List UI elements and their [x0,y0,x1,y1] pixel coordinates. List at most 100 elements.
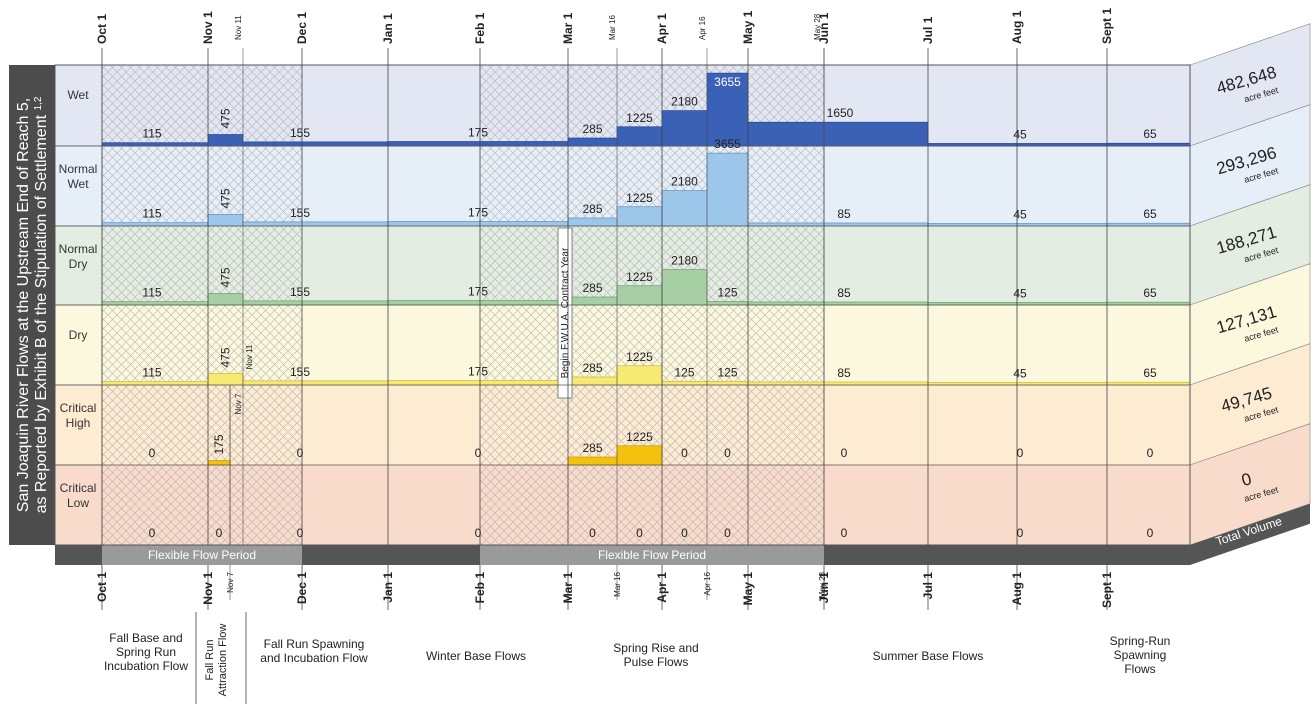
flow-bar [101,381,209,386]
flow-bar [661,381,708,386]
flow-period-label: Fall RunAttraction Flow [204,624,229,697]
flow-bar [747,121,929,147]
flow-bar [567,137,618,147]
bar-value-label: 175 [212,434,226,454]
bar-value-label: 155 [290,285,310,299]
minor-date-label-bottom: May 28 [818,571,827,598]
flow-bar [706,301,749,306]
bar-value-label: 175 [468,206,488,220]
bar-value-label: 115 [142,286,161,300]
month-label-bottom: Nov 1 [201,572,215,605]
flow-bar [1106,301,1191,306]
bar-value-label: 3655 [714,137,741,151]
flow-bar [661,269,708,306]
bar-value-label: 285 [582,441,602,455]
bar-value-label: 0 [841,446,848,460]
contract-year-label: Begin F.W.U.A. Contract Year [560,247,571,378]
flow-bar [747,301,929,306]
bar-value-label: 155 [290,126,310,140]
month-label-top: Jul 1 [921,16,935,44]
bar-value-label: 285 [582,361,602,375]
flow-bar [567,296,618,306]
flow-bar [242,141,389,147]
flow-bar [387,380,569,386]
flow-bar [242,380,389,386]
bar-value-label: 0 [216,526,223,540]
flow-bar [387,300,569,306]
bar-value-label: 115 [142,127,161,141]
flexible-flow-bar [102,545,302,565]
flow-bar [616,365,663,386]
row-label-cell [54,64,103,147]
month-label-bottom: Sept 1 [1100,572,1114,608]
bar-value-label: 65 [1143,127,1157,141]
bar-value-label: 1225 [626,270,653,284]
bar-value-label: 1225 [626,430,653,444]
flexible-flow-label: Flexible Flow Period [598,548,706,562]
month-label-top: May 1 [741,10,755,44]
flow-bar [207,214,244,227]
bar-value-label: 155 [290,365,310,379]
flow-bar [747,222,929,227]
bar-value-label: 45 [1013,127,1027,141]
flexible-flow-bar [480,545,824,565]
bar-value-label: 0 [681,526,688,540]
month-label-top: Jan 1 [381,13,395,44]
year-type-label: Normal Wet [59,162,98,191]
month-label-top: Apr 1 [655,13,669,44]
month-label-bottom: Oct 1 [95,572,109,602]
minor-date-label-top: Mar 16 [608,15,617,40]
bar-value-label: 0 [589,526,596,540]
bar-value-label: 125 [717,366,737,380]
flow-period-label: Spring-Run Spawning Flows [1110,634,1171,676]
total-volume-header-band [1190,503,1310,565]
month-label-top: Feb 1 [473,12,487,44]
flow-bar [616,445,663,466]
bar-value-label: 0 [724,526,731,540]
flow-bar [706,152,749,227]
flow-period-label: Winter Base Flows [426,649,526,663]
bar-value-label: 475 [219,108,233,128]
bar-value-label: 0 [475,526,482,540]
bar-value-label: 65 [1143,366,1157,380]
nov11-annotation: Nov 11 [245,344,254,369]
bar-value-label: 65 [1143,207,1157,221]
bar-value-label: 45 [1013,207,1027,221]
month-label-top: Aug 1 [1010,10,1024,44]
bar-value-label: 0 [636,526,643,540]
bar-value-label: 175 [468,285,488,299]
bar-value-label: 0 [1147,526,1154,540]
flow-bar [101,142,209,147]
month-label-bottom: Feb 1 [473,572,487,604]
flow-bar [207,293,244,306]
flow-bar [661,110,708,147]
y-axis-title-panel [9,65,55,545]
flow-period-label: Fall Base and Spring Run Incubation Flow [104,631,188,673]
bar-value-label: 285 [582,202,602,216]
year-type-label: Critical Low [60,481,97,510]
bar-value-label: 1225 [626,191,653,205]
month-label-bottom: Aug 1 [1010,572,1024,606]
bar-value-label: 0 [297,446,304,460]
year-type-label: Wet [67,88,89,102]
flow-bar [207,373,244,386]
bar-value-label: 45 [1013,286,1027,300]
flow-bar [387,221,569,227]
flow-bar [616,285,663,306]
bar-value-label: 0 [1017,526,1024,540]
flow-bar [706,72,749,147]
bar-value-label: 2180 [671,254,698,268]
minor-date-label-bottom: Nov 7 [226,571,235,592]
flexible-flow-label: Flexible Flow Period [148,548,256,562]
month-label-bottom: Mar 1 [561,572,575,604]
month-label-top: Oct 1 [95,14,109,44]
flow-bar [242,300,389,306]
year-type-label: Critical High [60,401,97,430]
flow-bar [567,456,618,466]
bar-value-label: 65 [1143,286,1157,300]
minor-date-label-bottom: Apr 16 [703,571,712,595]
flow-bar [1106,222,1191,227]
flow-bar [661,190,708,227]
flow-bar [1106,142,1191,147]
